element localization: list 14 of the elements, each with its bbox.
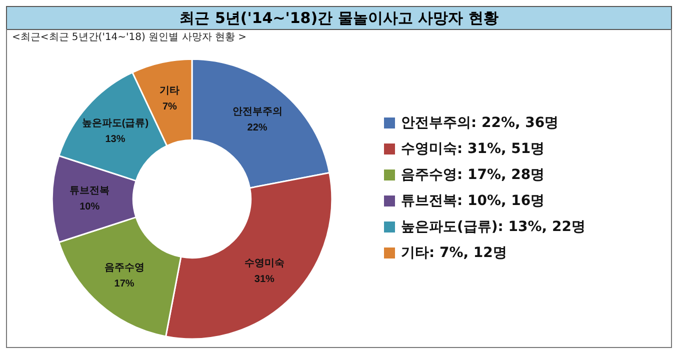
- data-label: 높은파도(급류) 13%: [82, 118, 149, 145]
- legend-label: 음주수영: 17%, 28명: [401, 167, 545, 183]
- data-label: 음주수영 17%: [104, 262, 144, 290]
- legend-label: 튜브전복: 10%, 16명: [401, 193, 545, 209]
- legend-label: 수영미숙: 31%, 51명: [401, 141, 545, 157]
- chart-title: 최근 5년('14~'18)간 물놀이사고 사망자 현황: [6, 6, 672, 30]
- legend-label: 안전부주의: 22%, 36명: [401, 115, 559, 131]
- data-label: 수영미숙 31%: [244, 258, 284, 285]
- data-label: 기타 7%: [160, 86, 180, 113]
- data-label: 튜브전복 10%: [70, 186, 110, 212]
- data-label: 안전부주의 22%: [232, 106, 282, 134]
- chart-subtitle: <최근<최근 5년간('14~'18) 원인별 사망자 현황 >: [12, 31, 247, 44]
- legend-label: 기타: 7%, 12명: [401, 245, 507, 261]
- legend-label: 높은파도(급류): 13%, 22명: [401, 219, 586, 235]
